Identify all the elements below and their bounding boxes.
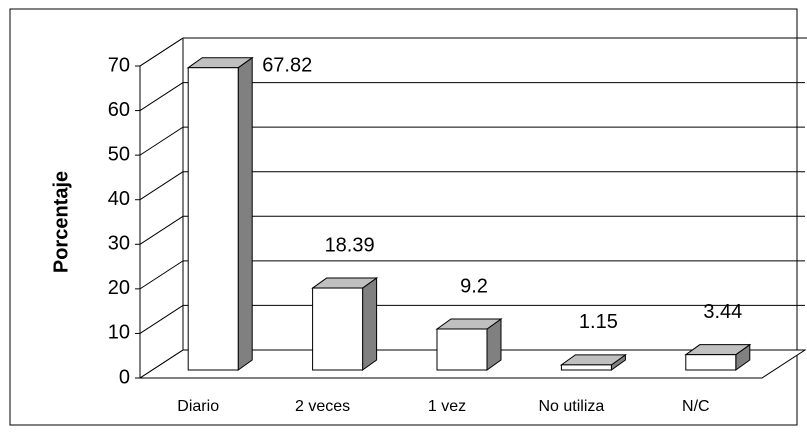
- grid-line: [139, 305, 184, 334]
- y-tick-label: 40: [108, 188, 130, 210]
- bar-front: [685, 354, 737, 371]
- value-label: 67.82: [262, 54, 312, 76]
- grid-line: [139, 37, 184, 67]
- y-axis-title: Porcentaje: [50, 171, 72, 273]
- bar: [435, 318, 503, 371]
- bar-front: [560, 364, 612, 371]
- bar-side: [237, 56, 253, 371]
- bar-side: [362, 277, 378, 371]
- y-tick-label: 30: [108, 233, 130, 255]
- bar: [311, 277, 379, 371]
- value-label: 9.2: [460, 275, 488, 297]
- bar-front: [187, 67, 239, 371]
- grid-line: [139, 82, 184, 111]
- y-tick-label: 50: [108, 143, 130, 165]
- x-tick-label: N/C: [682, 398, 710, 415]
- bar: [684, 343, 752, 371]
- y-tick-label: 10: [108, 322, 130, 344]
- x-tick-label: 2 veces: [295, 398, 350, 415]
- x-tick-label: No utiliza: [538, 398, 604, 415]
- y-tick-label: 20: [108, 277, 130, 299]
- bar: [186, 56, 254, 371]
- value-label: 1.15: [579, 311, 618, 333]
- x-tick-label: 1 vez: [428, 398, 466, 415]
- value-label: 18.39: [325, 234, 375, 256]
- grid-line: [139, 260, 184, 290]
- value-label: 3.44: [703, 301, 742, 323]
- bar-front: [436, 328, 488, 371]
- grid-line: [139, 126, 184, 156]
- grid-line: [139, 349, 184, 379]
- x-tick-label: Diario: [177, 398, 219, 415]
- y-tick-label: 0: [119, 366, 130, 388]
- y-tick-label: 70: [108, 54, 130, 76]
- grid-line: [139, 171, 184, 201]
- bar: [559, 353, 627, 371]
- bar-front: [312, 287, 364, 371]
- y-tick-label: 60: [108, 99, 130, 121]
- grid-line: [139, 215, 184, 245]
